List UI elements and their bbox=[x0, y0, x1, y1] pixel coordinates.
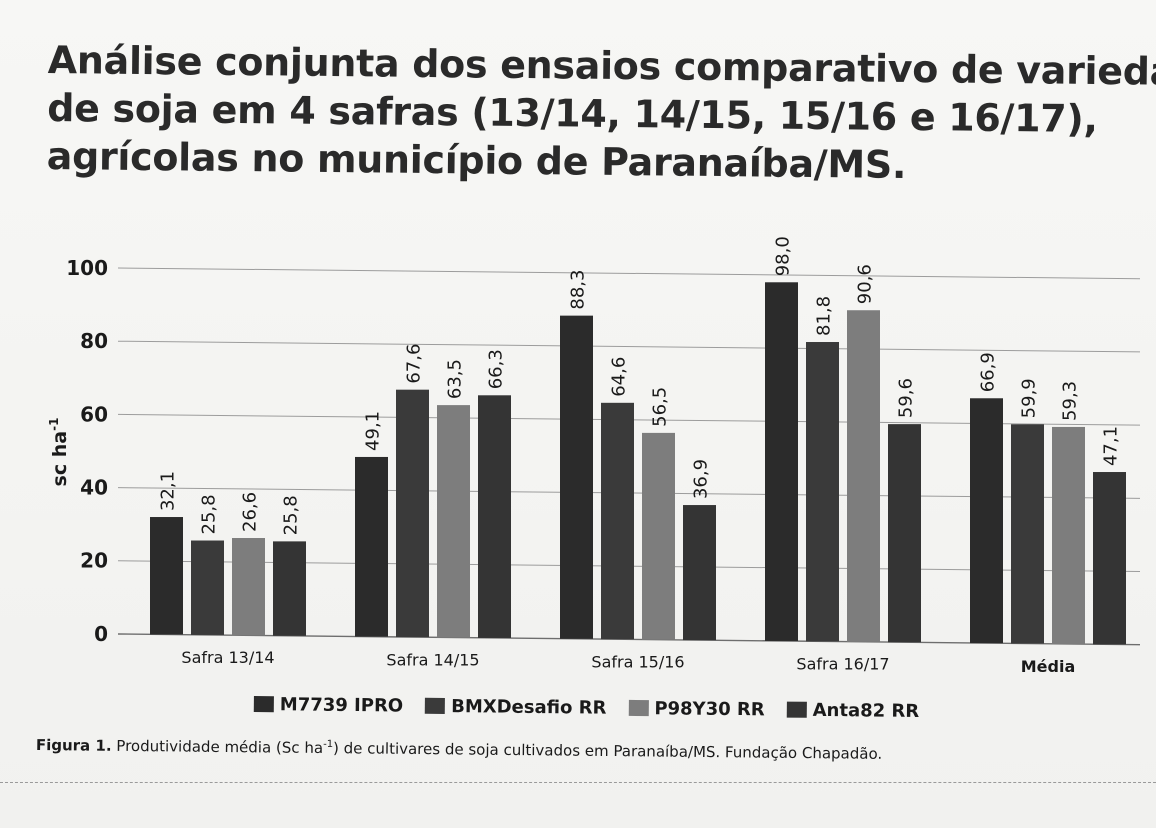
bar bbox=[847, 310, 880, 642]
data-label: 32,1 bbox=[158, 471, 179, 511]
data-label: 56,5 bbox=[650, 387, 671, 427]
legend-item: P98Y30 RR bbox=[628, 697, 765, 720]
legend-item: BMXDesafio RR bbox=[425, 695, 606, 718]
y-tick-label: 20 bbox=[80, 549, 108, 573]
y-tick-label: 100 bbox=[66, 256, 108, 280]
bar bbox=[273, 541, 306, 636]
figure-label: Figura 1. bbox=[35, 736, 112, 755]
x-category-label: Safra 15/16 bbox=[591, 652, 684, 671]
y-tick-label: 60 bbox=[80, 402, 108, 426]
x-category-label: Média bbox=[1021, 657, 1076, 676]
bar bbox=[683, 505, 716, 641]
bar bbox=[1093, 472, 1126, 645]
bar bbox=[232, 538, 265, 636]
caption-sup: -1 bbox=[323, 739, 334, 751]
data-label: 25,8 bbox=[199, 494, 220, 534]
legend-swatch bbox=[628, 699, 649, 717]
bar bbox=[806, 342, 839, 642]
bar bbox=[765, 282, 798, 641]
legend-label: BMXDesafio RR bbox=[451, 695, 607, 719]
data-label: 88,3 bbox=[568, 270, 589, 310]
bars bbox=[150, 282, 1126, 645]
y-tick-label: 0 bbox=[94, 622, 108, 646]
data-label: 49,1 bbox=[363, 411, 384, 451]
y-axis-label-sup: -1 bbox=[47, 418, 61, 431]
bar bbox=[396, 389, 429, 638]
data-label: 59,6 bbox=[896, 378, 917, 418]
data-label: 66,9 bbox=[978, 352, 999, 392]
bar bbox=[355, 456, 388, 637]
data-label: 59,3 bbox=[1060, 381, 1081, 421]
gridline bbox=[117, 267, 1141, 280]
data-label: 59,9 bbox=[1019, 378, 1040, 418]
page-edge-line bbox=[0, 782, 1156, 783]
legend-swatch bbox=[786, 701, 807, 718]
data-label: 26,6 bbox=[240, 492, 261, 532]
legend-swatch bbox=[253, 695, 274, 713]
x-category-label: Safra 14/15 bbox=[386, 650, 479, 669]
data-label: 63,5 bbox=[445, 359, 466, 399]
bar bbox=[560, 315, 593, 639]
legend-item: M7739 IPRO bbox=[253, 693, 404, 717]
y-axis-label: sc ha-1 bbox=[47, 418, 71, 487]
y-tick-label: 40 bbox=[80, 475, 108, 499]
legend-label: M7739 IPRO bbox=[279, 693, 404, 717]
data-label: 81,8 bbox=[814, 296, 835, 336]
gridline bbox=[117, 340, 1141, 353]
data-label: 36,9 bbox=[691, 459, 712, 499]
bar bbox=[1052, 426, 1085, 644]
data-label: 25,8 bbox=[281, 495, 302, 535]
legend-swatch bbox=[425, 697, 446, 715]
bar bbox=[478, 395, 511, 638]
y-axis-ticks: 0 20 40 60 80 100 bbox=[66, 256, 108, 646]
bar bbox=[191, 540, 224, 635]
data-label: 90,6 bbox=[855, 264, 876, 304]
data-label: 98,0 bbox=[773, 236, 794, 276]
data-label: 67,6 bbox=[404, 344, 425, 384]
caption-text: Produtividade média (Sc ha bbox=[111, 736, 324, 758]
data-labels: 32,1 25,8 26,6 25,8 49,1 67,6 63,5 66,3 88,3 64,6… bbox=[158, 236, 1122, 535]
data-label: 64,6 bbox=[609, 357, 630, 397]
y-axis-label-base: sc ha bbox=[49, 431, 71, 487]
bar bbox=[150, 517, 183, 635]
legend-item: Anta82 RR bbox=[786, 699, 920, 722]
legend-label: P98Y30 RR bbox=[654, 697, 765, 720]
y-tick-label: 80 bbox=[80, 329, 108, 353]
bar bbox=[601, 402, 634, 640]
x-category-label: Safra 13/14 bbox=[181, 648, 274, 667]
bar bbox=[1011, 424, 1044, 644]
x-category-label: Safra 16/17 bbox=[796, 655, 889, 674]
legend-label: Anta82 RR bbox=[812, 699, 920, 722]
bar bbox=[437, 405, 470, 638]
bar bbox=[888, 424, 921, 643]
data-label: 66,3 bbox=[486, 349, 507, 389]
data-label: 47,1 bbox=[1101, 426, 1122, 466]
x-axis-categories: Safra 13/14 Safra 14/15 Safra 15/16 Safra 1… bbox=[181, 648, 1075, 676]
bar bbox=[970, 398, 1003, 644]
bar bbox=[642, 432, 675, 640]
